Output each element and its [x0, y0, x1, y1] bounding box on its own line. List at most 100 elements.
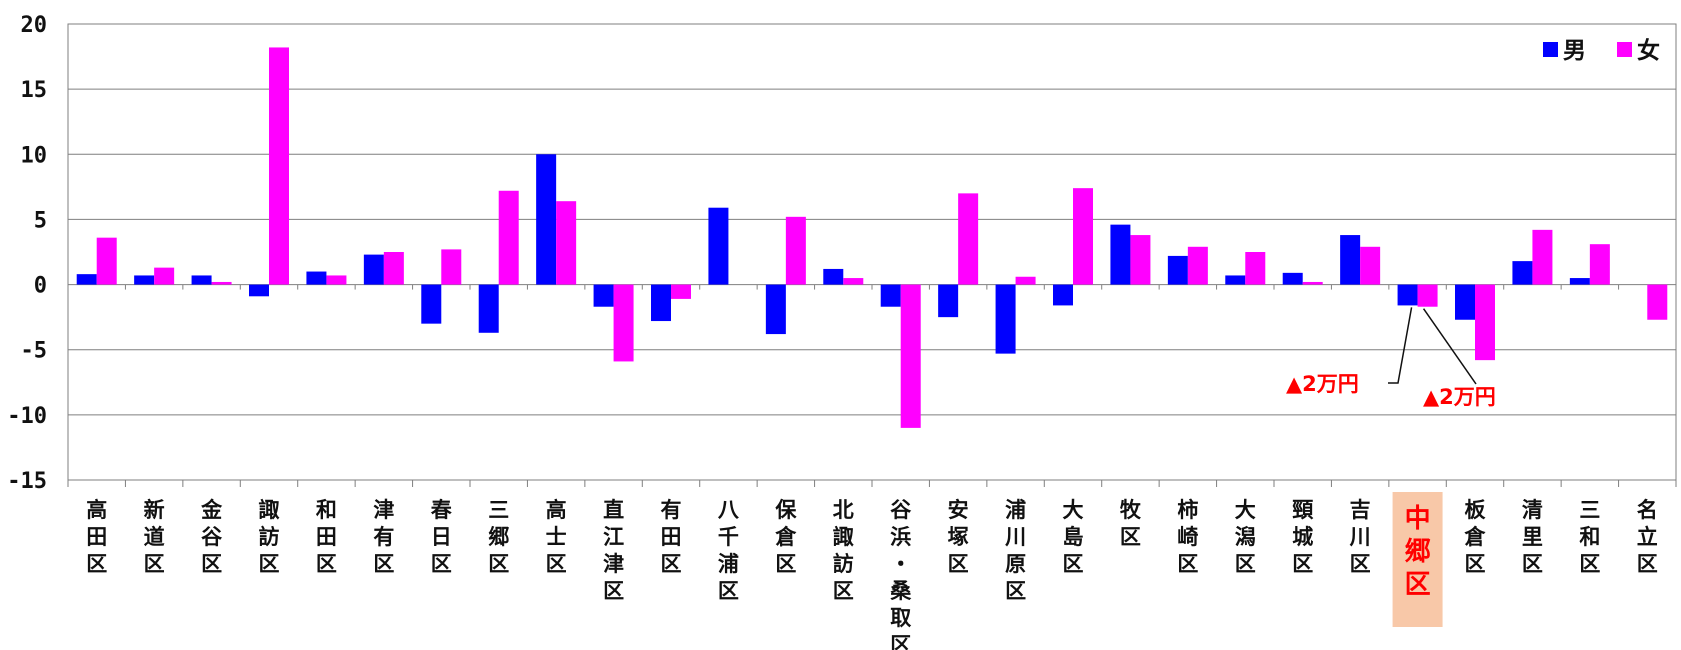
x-category-char: 有 [373, 525, 394, 549]
x-category-char: 三 [1579, 498, 1600, 522]
x-category-char: 区 [1579, 552, 1600, 576]
bar-female [1130, 235, 1151, 285]
bar-female [1417, 284, 1438, 307]
x-category-label: 清里区 [1522, 498, 1543, 576]
x-category-char: 春 [431, 498, 453, 522]
bar-female [556, 201, 577, 285]
bar-female [154, 267, 175, 285]
legend-swatch [1617, 42, 1632, 57]
x-category-label: 新道区 [144, 498, 165, 576]
x-category-char: 清 [1522, 498, 1543, 522]
x-category-label: 高士区 [546, 498, 567, 576]
x-category-char: 区 [1063, 552, 1084, 576]
bar-female [900, 284, 921, 428]
x-category-char: 郷 [488, 525, 509, 549]
bar-female [1073, 188, 1093, 285]
leader-line [1422, 308, 1477, 385]
x-category-char: 田 [316, 525, 337, 549]
bar-female [1360, 246, 1381, 285]
x-category-char: 区 [1637, 552, 1658, 576]
bar-male [191, 275, 212, 285]
x-category-label: 谷浜・桑取区 [890, 498, 912, 650]
x-category-char: 田 [661, 525, 682, 549]
x-category-char: 板 [1465, 498, 1487, 522]
bar-male [651, 284, 671, 322]
x-category-char: 区 [1522, 552, 1543, 576]
bar-male [995, 284, 1016, 354]
x-category-char: ・ [890, 552, 911, 576]
x-category-char: 北 [833, 498, 854, 522]
x-category-char: 津 [603, 552, 624, 576]
bar-male [76, 274, 97, 285]
x-category-char: 区 [1292, 552, 1313, 576]
x-category-char: 士 [546, 525, 567, 549]
x-category-char: 区 [1177, 552, 1198, 576]
bar-male [363, 254, 384, 285]
x-category-char: 谷 [201, 525, 223, 549]
x-category-char: 郷 [1405, 537, 1431, 567]
x-category-char: 日 [431, 525, 452, 549]
y-axis: 20 15 10 5 0 -5 -10 -15 [7, 13, 47, 494]
x-category-char: 三 [488, 498, 509, 522]
y-tick-label: -10 [7, 404, 47, 429]
x-category-label: 大島区 [1063, 498, 1084, 576]
x-category-char: 区 [661, 552, 682, 576]
bar-male [765, 284, 786, 335]
x-category-label: 金谷区 [200, 498, 223, 576]
highlight-layer [1392, 492, 1443, 627]
bar-female [1475, 284, 1495, 361]
x-category-char: 高 [86, 498, 107, 522]
leader-line [1388, 307, 1413, 384]
x-category-char: 立 [1637, 525, 1658, 549]
bar-male [134, 275, 155, 285]
x-category-char: 大 [1235, 498, 1256, 522]
x-category-char: 取 [890, 606, 911, 630]
x-category-label: 頸城区 [1292, 498, 1314, 576]
x-category-label: 吉川区 [1349, 498, 1371, 576]
x-category-char: 区 [201, 552, 222, 576]
bar-female [383, 252, 404, 285]
y-tick-label: 5 [34, 208, 47, 233]
annotation-male: ▲2万円 [1286, 372, 1359, 396]
x-category-char: 塚 [948, 525, 969, 549]
x-category-char: 浜 [890, 525, 911, 549]
x-category-label: 高田区 [86, 498, 107, 576]
x-category-label: 大潟区 [1235, 498, 1256, 576]
x-category-char: 和 [316, 498, 337, 522]
x-category-label: 有田区 [661, 498, 682, 576]
x-category-char: 直 [603, 498, 624, 522]
x-category-char: 区 [1350, 552, 1371, 576]
x-category-label: 諏訪区 [259, 498, 280, 576]
bar-male [880, 284, 901, 307]
x-category-char: 区 [948, 552, 969, 576]
y-tick-label: 20 [21, 13, 48, 38]
x-category-char: 有 [661, 498, 682, 522]
x-category-char: 桑 [890, 579, 912, 603]
bar-female [1589, 244, 1610, 285]
x-category-label: 名立区 [1637, 498, 1658, 576]
x-category-char: 和 [1579, 525, 1600, 549]
bar-male [938, 284, 959, 318]
x-category-label: 春日区 [431, 498, 453, 576]
x-category-char: 倉 [774, 525, 797, 549]
x-category-char: 区 [1235, 552, 1256, 576]
x-category-label: 牧区 [1120, 498, 1142, 549]
bar-male [421, 284, 442, 324]
bar-male [1512, 261, 1533, 285]
x-category-char: 諏 [833, 525, 854, 549]
x-category-char: 牧 [1120, 498, 1142, 522]
bar-male [1110, 224, 1131, 285]
annotations: ▲2万円 ▲2万円 [1286, 307, 1496, 409]
x-category-char: 諏 [259, 498, 280, 522]
x-category-char: 吉 [1350, 498, 1371, 522]
x-category-label: 柿崎区 [1177, 498, 1198, 576]
x-category-char: 区 [890, 633, 911, 650]
x-category-char: 区 [718, 579, 739, 603]
x-category-char: 区 [144, 552, 165, 576]
x-category-char: 浦 [718, 552, 739, 576]
bar-male [1053, 284, 1073, 306]
x-category-char: 訪 [259, 525, 280, 549]
x-category-label: 安塚区 [948, 498, 969, 576]
